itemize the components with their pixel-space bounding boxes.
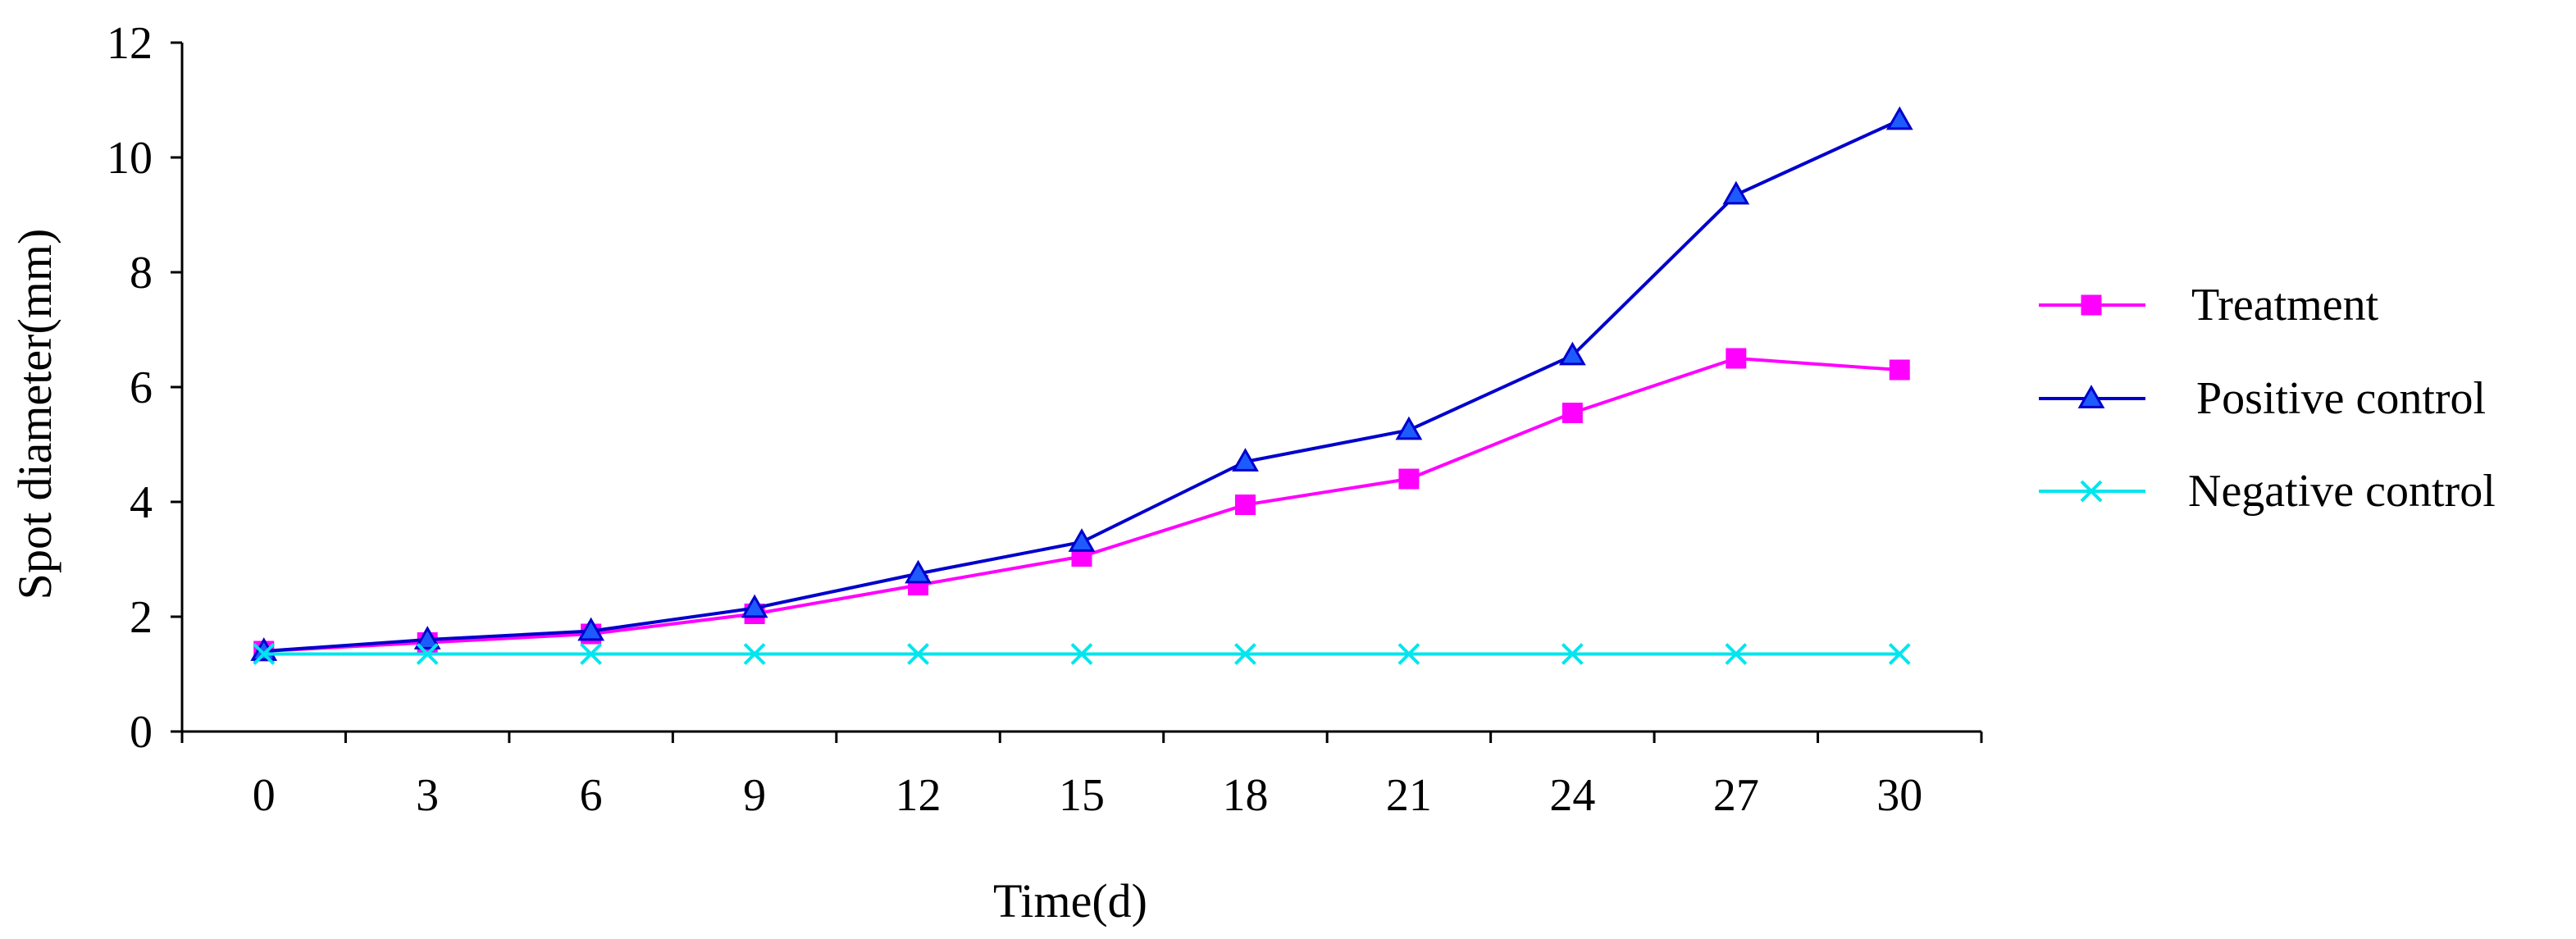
y-tick-label: 4 [130,477,153,528]
point-positive-control [577,617,605,641]
point-negative-control [1070,643,1093,665]
point-positive-control [905,559,932,584]
point-negative-control [1725,643,1748,665]
y-tick-label: 8 [130,248,153,299]
series-group [250,106,1913,665]
point-negative-control [1397,643,1420,665]
point-positive-control [741,594,768,618]
point-negative-control-stroke-b [416,643,439,665]
x-tick-label: 18 [1222,770,1268,821]
point-positive-control [1395,416,1423,440]
point-negative-control [1561,643,1584,665]
legend-item-positive-control: Positive control [2039,373,2486,424]
y-tick-label: 0 [130,707,153,758]
point-negative-control-stroke-b [1725,643,1748,665]
y-tick-label: 2 [130,592,153,643]
x-axis-title: Time(d) [993,874,1147,928]
legend-swatch-marker [2081,294,2102,316]
point-negative-control-stroke-b [743,643,766,665]
y-axis-ticks: 0 2 4 6 8 10 12 [107,18,182,758]
point-negative-control-stroke-b [1234,643,1256,665]
point-negative-control-stroke-b [580,643,603,665]
legend-label: Negative control [2188,466,2496,517]
x-tick-label: 3 [416,770,439,821]
legend-label: Treatment [2191,280,2379,330]
x-tick-label: 6 [580,770,603,821]
axes [180,43,1981,733]
point-positive-control [1232,448,1259,472]
series-line-treatment [263,356,1900,653]
point-treatment [1234,495,1256,515]
legend: Treatment Positive control Negative contro… [2039,280,2496,517]
point-negative-control [1888,643,1911,665]
x-tick-label: 9 [743,770,766,821]
legend-label: Positive control [2196,373,2486,424]
series-treatment [253,348,1910,662]
point-negative-control-stroke-b [1561,643,1584,665]
y-tick-label: 12 [107,18,153,69]
point-negative-control [253,643,276,665]
point-negative-control-stroke-b [1070,643,1093,665]
x-axis-ticks: 0 3 6 9 12 15 18 21 24 27 30 [180,732,1983,821]
y-axis-title: Spot diameter(mm) [8,229,62,600]
series-negative-control [253,643,1911,665]
point-positive-control [413,626,441,650]
x-tick-label: 30 [1876,770,1922,821]
point-negative-control-stroke-b [253,643,276,665]
legend-item-treatment: Treatment [2039,280,2379,330]
legend-swatch-marker [2077,385,2105,408]
point-positive-control [1722,180,1750,205]
point-negative-control [580,643,603,665]
point-positive-control [1068,528,1096,552]
point-negative-control [907,643,929,665]
x-tick-label: 24 [1549,770,1595,821]
point-treatment [1398,468,1420,490]
x-tick-label: 0 [253,770,276,821]
legend-swatch-marker [2080,480,2103,503]
point-positive-control [1885,106,1913,130]
x-tick-label: 27 [1713,770,1759,821]
point-negative-control-stroke-b [1397,643,1420,665]
point-negative-control-stroke-b [1888,643,1911,665]
x-tick-label: 12 [896,770,941,821]
point-negative-control [1234,643,1256,665]
y-tick-label: 6 [130,362,153,413]
point-negative-control [743,643,766,665]
point-negative-control [416,643,439,665]
point-negative-control-stroke-b [907,643,929,665]
point-treatment [1726,348,1747,369]
point-positive-control [1558,341,1586,366]
legend-item-negative-control: Negative control [2039,466,2496,517]
x-tick-label: 21 [1386,770,1432,821]
point-treatment [1889,359,1910,381]
point-treatment [1562,403,1583,423]
legend-swatch-marker-stroke-b [2080,480,2103,503]
y-tick-label: 10 [107,133,153,184]
x-tick-label: 15 [1059,770,1105,821]
series-positive-control [250,106,1913,661]
